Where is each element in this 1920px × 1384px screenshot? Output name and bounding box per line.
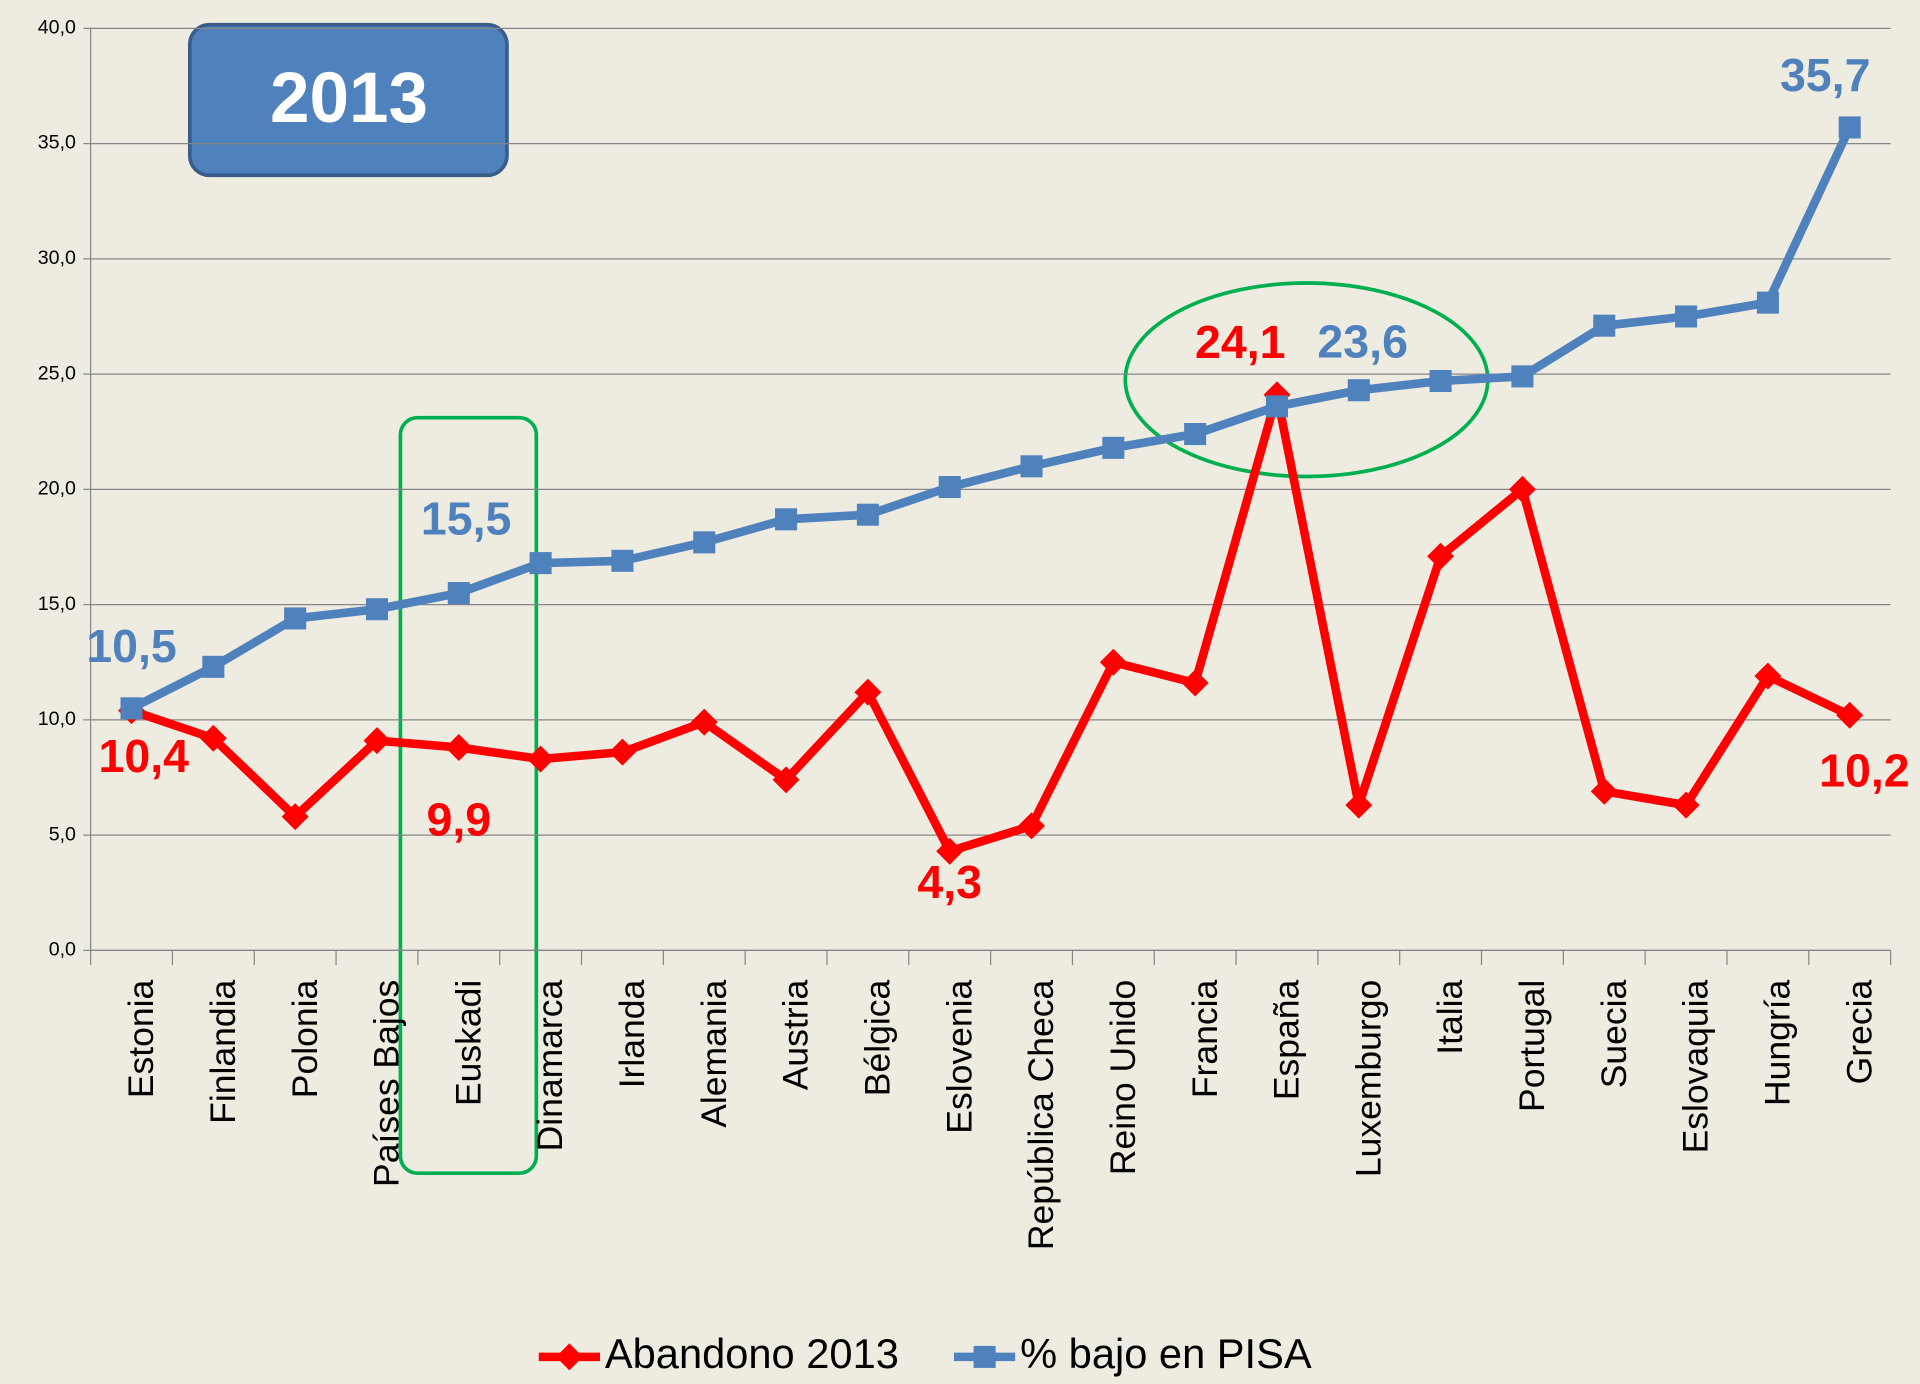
marker	[938, 476, 961, 499]
series-line	[130, 390, 1852, 856]
x-tick-label: Francia	[1185, 979, 1225, 1098]
marker	[365, 598, 388, 621]
marker	[555, 1343, 583, 1371]
chart-title: 2013	[270, 59, 428, 138]
marker	[1184, 423, 1207, 446]
marker	[1265, 395, 1288, 418]
y-tick-label: 30,0	[38, 247, 76, 269]
data-label: 23,6	[1317, 315, 1408, 367]
x-tick-label: Reino Unido	[1103, 980, 1143, 1175]
x-tick-label: República Checa	[1021, 979, 1061, 1250]
marker	[1836, 701, 1864, 729]
x-tick-label: Grecia	[1839, 980, 1879, 1085]
marker	[608, 738, 636, 766]
marker	[1508, 475, 1536, 503]
annotation: 9,9	[426, 793, 491, 845]
marker	[1590, 777, 1618, 805]
marker	[1511, 365, 1534, 388]
marker	[693, 531, 716, 554]
legend-label: % bajo en PISA	[1020, 1330, 1312, 1377]
marker	[973, 1345, 996, 1368]
marker	[1756, 291, 1779, 314]
x-tick-label: Alemania	[694, 980, 734, 1128]
x-tick-label: Euskadi	[448, 980, 488, 1106]
marker	[1593, 314, 1616, 337]
data-label: 24,1	[1195, 316, 1286, 368]
y-tick-label: 25,0	[38, 362, 76, 384]
legend-label: Abandono 2013	[605, 1330, 899, 1377]
marker	[1675, 305, 1698, 328]
marker	[690, 708, 718, 736]
marker	[1345, 791, 1373, 819]
x-tick-label: Países Bajos	[367, 980, 407, 1187]
marker	[856, 503, 879, 526]
title-box	[187, 22, 509, 178]
x-tick-label: España	[1267, 980, 1307, 1101]
x-tick-label: Irlanda	[612, 979, 652, 1088]
series-line	[129, 125, 1854, 713]
marker	[284, 607, 307, 630]
x-tick-label: Portugal	[1512, 980, 1552, 1112]
x-tick-label: Eslovaquia	[1676, 980, 1716, 1154]
x-tick-label: Suecia	[1594, 979, 1634, 1088]
y-tick-label: 10,0	[38, 708, 76, 730]
marker	[1020, 455, 1043, 478]
x-tick-label: Austria	[776, 980, 816, 1091]
marker	[1099, 648, 1127, 676]
data-label: 35,7	[1780, 49, 1871, 101]
y-tick-label: 20,0	[38, 478, 76, 500]
marker	[775, 508, 798, 531]
y-tick-label: 35,0	[38, 132, 76, 154]
x-tick-label: Eslovenia	[939, 980, 979, 1134]
marker	[363, 727, 391, 755]
marker	[1102, 436, 1125, 459]
x-tick-label: Estonia	[121, 980, 161, 1099]
marker	[1427, 542, 1455, 570]
marker	[1754, 662, 1782, 690]
marker	[611, 549, 634, 572]
x-tick-label: Italia	[1430, 980, 1470, 1055]
marker	[527, 745, 555, 773]
marker	[1672, 791, 1700, 819]
marker	[1838, 116, 1861, 139]
marker	[447, 582, 470, 605]
data-label: 4,3	[917, 856, 982, 908]
x-tick-label: Finlandia	[203, 980, 243, 1124]
marker	[1181, 669, 1209, 697]
data-label: 10,2	[1819, 744, 1910, 796]
x-tick-label: Luxemburgo	[1348, 980, 1388, 1177]
x-tick-label: Dinamarca	[530, 980, 570, 1152]
marker	[445, 734, 473, 761]
marker	[202, 655, 225, 678]
x-tick-label: Polonia	[285, 980, 325, 1099]
marker	[199, 724, 227, 752]
y-tick-label: 40,0	[38, 16, 76, 38]
y-tick-label: 15,0	[38, 593, 76, 615]
y-tick-label: 5,0	[49, 823, 76, 845]
marker	[1429, 369, 1452, 393]
marker	[120, 697, 143, 720]
marker	[281, 803, 309, 831]
data-label: 10,5	[86, 620, 177, 672]
x-tick-label: Bélgica	[858, 980, 898, 1097]
data-label: 15,5	[421, 492, 512, 544]
marker	[529, 552, 552, 575]
x-tick-label: Hungría	[1758, 979, 1798, 1106]
data-label: 10,4	[98, 730, 189, 782]
marker	[1347, 379, 1370, 402]
highlight-box	[398, 415, 539, 1176]
y-tick-label: 0,0	[49, 939, 76, 961]
